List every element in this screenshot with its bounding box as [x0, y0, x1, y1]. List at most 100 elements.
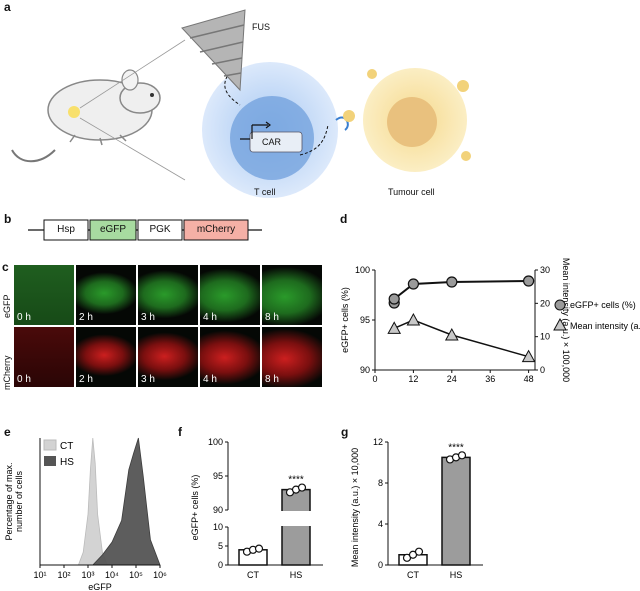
micrograph-mcherry-0h: 0 h [14, 327, 74, 387]
panel-g-label: g [341, 425, 349, 439]
x-tick-label: 10¹ [33, 570, 46, 580]
tumour-cell-label: Tumour cell [388, 187, 435, 197]
data-point [297, 483, 307, 492]
chart-d: 01224364890951000102030Time (h)eGFP+ cel… [340, 258, 640, 384]
point-egfp [407, 278, 420, 290]
fus-label: FUS [252, 22, 270, 32]
legend-marker-egfp [554, 299, 566, 311]
point-egfp [446, 276, 458, 288]
y2-axis-label: Mean intensity (a.u.) × 100,000 [561, 258, 571, 382]
panel-d-label: d [340, 212, 348, 226]
micrograph-time-label: 2 h [79, 374, 93, 385]
panel-f-label: f [178, 425, 182, 439]
x-axis-label: eGFP [88, 582, 112, 591]
axis-break-gap [278, 511, 318, 526]
point-intensity [387, 321, 402, 334]
tumour-nucleus [387, 97, 437, 147]
y-axis-label: Mean intensity (a.u.) × 10,000 [350, 448, 360, 567]
y-tick-label: 5 [218, 541, 223, 551]
micrograph-mcherry-3h: 3 h [138, 327, 198, 387]
y-axis-label: eGFP+ cells (%) [340, 287, 350, 353]
x-tick-label: 0 [372, 374, 377, 384]
point-intensity [521, 349, 536, 363]
construct-egfp: eGFP [99, 224, 127, 235]
x-tick-label: 48 [524, 374, 534, 384]
panel-a-schematic [11, 9, 471, 198]
y-tick-label: 0 [378, 560, 383, 570]
legend-label-intensity: Mean intensity (a.u.) [570, 321, 640, 331]
micrograph-mcherry-8h: 8 h [262, 327, 322, 387]
y2-tick-label: 30 [540, 265, 550, 275]
construct-hsp: Hsp [57, 224, 75, 235]
x-tick-label: 24 [447, 374, 457, 384]
panel-a-label: a [4, 0, 11, 14]
t-cell-label: T cell [254, 187, 276, 197]
y-tick-label: 100 [355, 265, 370, 275]
construct-pgk: PGK [149, 224, 171, 235]
y-tick-label: 4 [378, 519, 383, 529]
y-tick-label: 8 [378, 478, 383, 488]
point-intensity [406, 312, 421, 326]
micrograph-time-label: 4 h [203, 374, 217, 385]
bar-hs [281, 488, 311, 566]
chart-f: CT HS 0 5 10 90 95 100 **** eGFP+ cells (%) [190, 437, 323, 580]
y2-tick-label: 10 [540, 332, 550, 342]
fus-transducer-icon [181, 9, 246, 92]
legend-label-egfp: eGFP+ cells (%) [570, 300, 636, 310]
x-tick-label: 12 [408, 374, 418, 384]
y-axis-label: eGFP+ cells (%) [190, 475, 200, 541]
panel-b-label: b [4, 212, 12, 226]
y-tick-label: 95 [360, 315, 370, 325]
bar-hs [441, 456, 471, 566]
significance-stars: **** [288, 475, 304, 486]
micrograph-time-label: 0 h [17, 312, 31, 323]
y-tick-label: 100 [208, 437, 223, 447]
histogram-hs [91, 437, 161, 566]
legend-label-ct: CT [60, 441, 73, 452]
micrograph-time-label: 0 h [17, 374, 31, 385]
histogram-ct [77, 437, 108, 566]
micrograph-egfp-0h: 0 h [14, 265, 74, 325]
x-tick-label: CT [407, 570, 419, 580]
panel-e-label: e [4, 425, 11, 439]
significance-stars: **** [448, 442, 464, 453]
chart-g: CT HS 0 4 8 12 **** Mean intensity (a.u.) × 10,… [350, 437, 483, 580]
construct-mcherry: mCherry [196, 224, 236, 235]
micrograph-egfp-3h: 3 h [138, 265, 198, 325]
row-label-egfp: eGFP [2, 294, 12, 318]
x-tick-label: 10² [57, 570, 70, 580]
y-tick-label: 10 [213, 522, 223, 532]
y-tick-label: 12 [373, 437, 383, 447]
row-label-mcherry: mCherry [2, 355, 12, 390]
micrograph-time-label: 2 h [79, 312, 93, 323]
y2-tick-label: 0 [540, 365, 545, 375]
x-tick-label: 10⁶ [153, 570, 167, 580]
micrograph-time-label: 8 h [265, 312, 279, 323]
y-tick-label: 0 [218, 560, 223, 570]
y-tick-label: 90 [360, 365, 370, 375]
legend-swatch-hs [44, 456, 56, 466]
point-intensity [444, 327, 459, 341]
y-axis-label-line: Percentage of max. [4, 462, 14, 540]
y-tick-label: 90 [213, 505, 223, 515]
point-egfp [388, 293, 400, 305]
x-tick-label: 36 [485, 374, 495, 384]
legend-swatch-ct [43, 439, 57, 451]
chart-e: 10¹ 10² 10³ 10⁴ 10⁵ 10⁶ eGFP Percentage of max.… [4, 437, 167, 591]
y2-tick-label: 20 [540, 298, 550, 308]
x-tick-label: 10⁴ [105, 570, 119, 580]
micrograph-time-label: 3 h [141, 312, 155, 323]
micrograph-egfp-2h: 2 h [76, 265, 136, 325]
micrograph-egfp-4h: 4 h [200, 265, 260, 325]
data-point [414, 547, 424, 556]
micrograph-mcherry-2h: 2 h [76, 327, 136, 387]
mouse-illustration [11, 69, 161, 163]
x-tick-label: 10⁵ [129, 570, 143, 580]
x-tick-label: HS [290, 570, 303, 580]
data-point [457, 451, 467, 460]
micrograph-time-label: 3 h [141, 374, 155, 385]
micrograph-time-label: 4 h [203, 312, 217, 323]
point-egfp [523, 275, 535, 287]
x-tick-label: 10³ [81, 570, 94, 580]
legend-marker-intensity [553, 317, 567, 331]
